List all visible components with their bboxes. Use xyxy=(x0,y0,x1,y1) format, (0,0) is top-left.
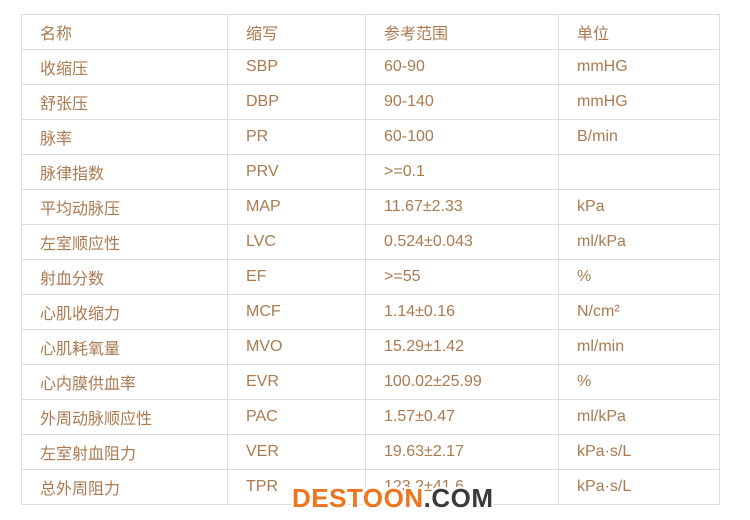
table-row: 总外周阻力 TPR 123.2±41.6 kPa·s/L xyxy=(21,469,720,505)
table-row: 射血分数 EF >=55% xyxy=(21,259,720,295)
cell-reference-range: 90-140 xyxy=(365,84,559,120)
cell-unit xyxy=(558,154,720,190)
cell-abbreviation: PR xyxy=(227,119,366,155)
cell-abbreviation: MAP xyxy=(227,189,366,225)
cell-reference-range: 100.02±25.99 xyxy=(365,364,559,400)
cell-reference-range: 60-100 xyxy=(365,119,559,155)
cell-abbreviation: TPR xyxy=(227,469,366,505)
cell-unit: ml/min xyxy=(558,329,720,365)
table-row: 脉律指数 PRV >=0.1 xyxy=(21,154,720,190)
table-header: 名称 缩写 参考范围 单位 xyxy=(21,14,720,50)
cell-abbreviation: DBP xyxy=(227,84,366,120)
cell-name: 心肌耗氧量 xyxy=(21,329,228,365)
cell-unit: % xyxy=(558,364,720,400)
cell-unit: N/cm² xyxy=(558,294,720,330)
cell-abbreviation: MVO xyxy=(227,329,366,365)
cell-name: 外周动脉顺应性 xyxy=(21,399,228,435)
table-row: 外周动脉顺应性 PAC 1.57±0.47 ml/kPa xyxy=(21,399,720,435)
cell-name: 左室顺应性 xyxy=(21,224,228,260)
cell-reference-range: 0.524±0.043 xyxy=(365,224,559,260)
table-row: 心肌耗氧量 MVO 15.29±1.42 ml/min xyxy=(21,329,720,365)
cell-name: 射血分数 xyxy=(21,259,228,295)
cell-unit: % xyxy=(558,259,720,295)
table-row: 心内膜供血率 EVR 100.02±25.99% xyxy=(21,364,720,400)
cell-name: 左室射血阻力 xyxy=(21,434,228,470)
cell-unit: B/min xyxy=(558,119,720,155)
cell-unit: mmHG xyxy=(558,49,720,85)
table-row: 心肌收缩力 MCF 1.14±0.16 N/cm² xyxy=(21,294,720,330)
cell-abbreviation: LVC xyxy=(227,224,366,260)
cell-unit: kPa xyxy=(558,189,720,225)
header-cell-abbreviation: 缩写 xyxy=(227,14,366,50)
table-body: 收缩压 SBP 60-90 mmHG 舒张压 DBP 90-140 mmHG 脉率 PR 60-10… xyxy=(21,49,720,505)
table-row: 左室顺应性 LVC 0.524±0.043 ml/kPa xyxy=(21,224,720,260)
header-cell-unit: 单位 xyxy=(558,14,720,50)
cell-name: 脉率 xyxy=(21,119,228,155)
table-row: 舒张压 DBP 90-140 mmHG xyxy=(21,84,720,120)
cell-name: 总外周阻力 xyxy=(21,469,228,505)
cell-reference-range: 60-90 xyxy=(365,49,559,85)
table-row: 左室射血阻力 VER 19.63±2.17 kPa·s/L xyxy=(21,434,720,470)
table-row: 脉率 PR 60-100 B/min xyxy=(21,119,720,155)
cell-reference-range: 1.14±0.16 xyxy=(365,294,559,330)
cell-abbreviation: EVR xyxy=(227,364,366,400)
table-row: 平均动脉压 MAP 11.67±2.33 kPa xyxy=(21,189,720,225)
cell-name: 心肌收缩力 xyxy=(21,294,228,330)
cell-unit: mmHG xyxy=(558,84,720,120)
header-cell-reference-range: 参考范围 xyxy=(365,14,559,50)
cell-name: 心内膜供血率 xyxy=(21,364,228,400)
cell-abbreviation: PRV xyxy=(227,154,366,190)
cell-name: 舒张压 xyxy=(21,84,228,120)
cell-reference-range: >=0.1 xyxy=(365,154,559,190)
cell-name: 脉律指数 xyxy=(21,154,228,190)
watermark-tld: .COM xyxy=(423,483,494,513)
cell-unit: kPa·s/L xyxy=(558,469,720,505)
watermark-brand: DESTOON xyxy=(292,483,424,513)
cell-abbreviation: EF xyxy=(227,259,366,295)
cell-name: 平均动脉压 xyxy=(21,189,228,225)
cell-abbreviation: VER xyxy=(227,434,366,470)
watermark: DESTOON.COM xyxy=(292,483,494,514)
cell-name: 收缩压 xyxy=(21,49,228,85)
header-row: 名称 缩写 参考范围 单位 xyxy=(21,14,720,50)
table-row: 收缩压 SBP 60-90 mmHG xyxy=(21,49,720,85)
cell-abbreviation: PAC xyxy=(227,399,366,435)
cell-unit: ml/kPa xyxy=(558,224,720,260)
cell-abbreviation: SBP xyxy=(227,49,366,85)
cell-reference-range: 1.57±0.47 xyxy=(365,399,559,435)
cell-reference-range: 11.67±2.33 xyxy=(365,189,559,225)
cell-reference-range: 19.63±2.17 xyxy=(365,434,559,470)
header-cell-name: 名称 xyxy=(21,14,228,50)
cell-unit: ml/kPa xyxy=(558,399,720,435)
cell-reference-range: 15.29±1.42 xyxy=(365,329,559,365)
cell-abbreviation: MCF xyxy=(227,294,366,330)
reference-range-table: 名称 缩写 参考范围 单位 收缩压 SBP 60-90 mmHG 舒张压 DBP 90-140 mm… xyxy=(21,14,720,505)
cell-unit: kPa·s/L xyxy=(558,434,720,470)
cell-reference-range: >=55 xyxy=(365,259,559,295)
